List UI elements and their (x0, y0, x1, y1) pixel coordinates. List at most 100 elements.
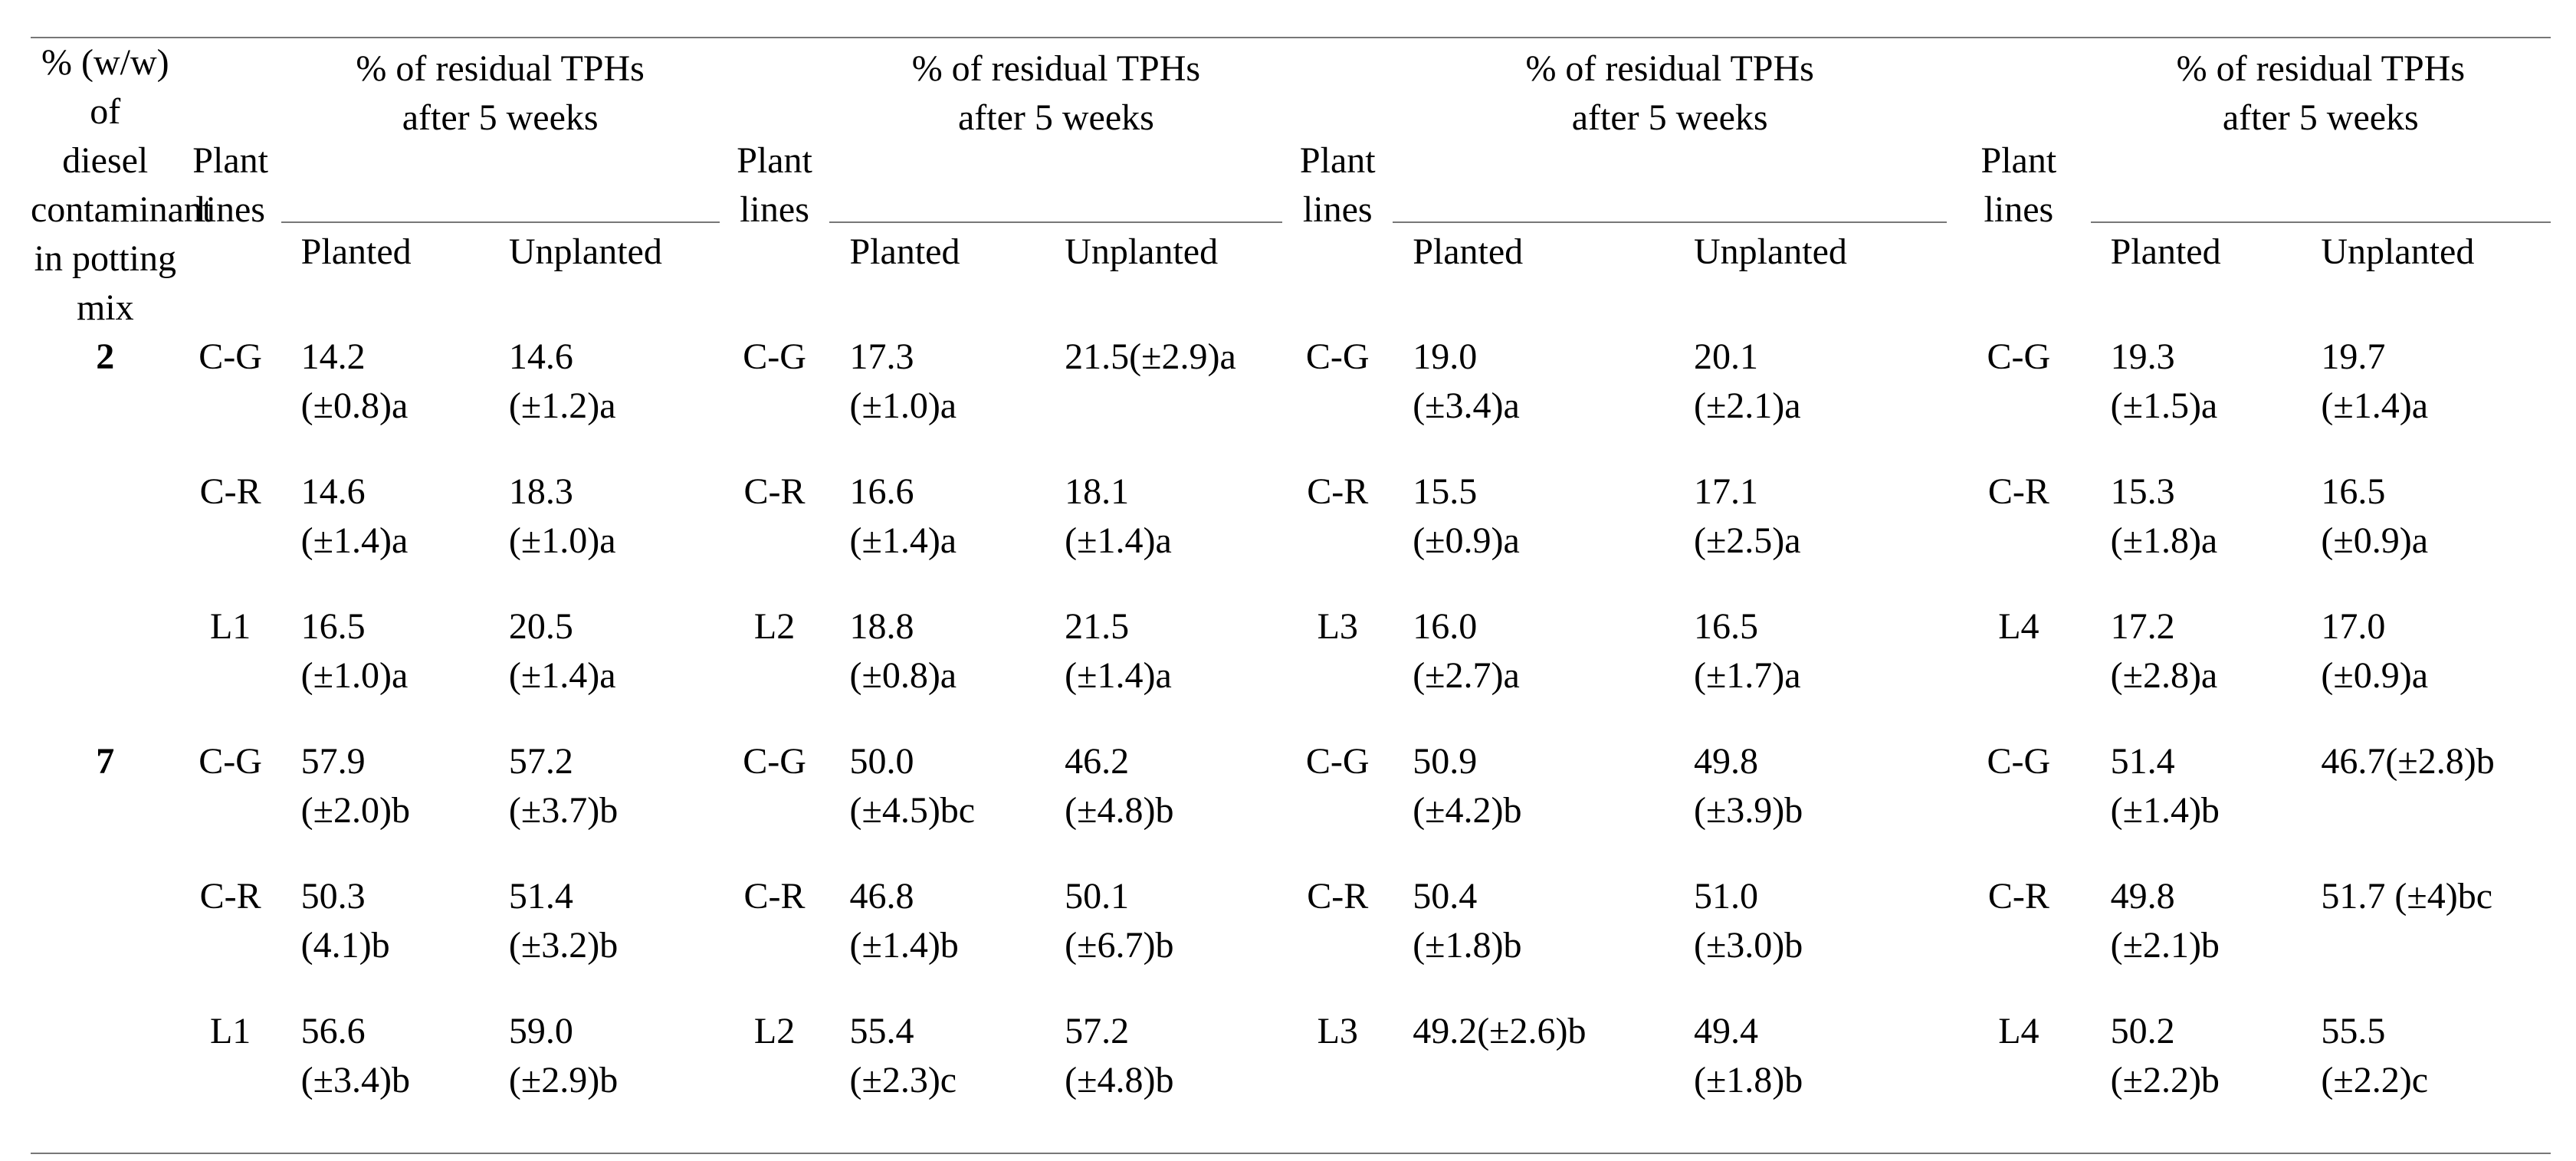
group-header-line: after 5 weeks (2222, 97, 2419, 138)
value-line: (±2.8)a (2110, 655, 2218, 696)
unplanted-value-cell: 18.1 (±1.4)a (1045, 467, 1282, 602)
value-line: (±1.4)a (1065, 520, 1172, 561)
value-line: (±3.0)b (1693, 925, 1803, 966)
plant-line-cell: L3 (1282, 1007, 1393, 1154)
plant-lines-header-line: lines (1984, 189, 2054, 230)
value-line: 17.1 (1693, 471, 1758, 512)
table-row: C-R 14.6 (±1.4)a 18.3 (±1.0)a C-R 16.6 (±1.4)a 1… (31, 467, 2551, 602)
plant-lines-header: Plant lines (1282, 37, 1393, 333)
plant-line-cell: L1 (179, 1007, 281, 1154)
value-line: (±1.4)a (1065, 655, 1172, 696)
plant-line-cell: C-G (743, 741, 806, 782)
value-line: (±3.4)a (1413, 385, 1520, 426)
plant-lines-header: Plant lines (179, 37, 281, 333)
value-line: (±3.7)b (508, 790, 619, 831)
value-line: 19.0 (1413, 336, 1478, 377)
planted-value-cell: 46.8 (±1.4)b (829, 872, 1045, 1007)
value-line: 50.4 (1413, 876, 1478, 917)
value-line: 17.0 (2321, 606, 2386, 647)
value-line: 16.6 (849, 471, 914, 512)
value-line: 50.3 (300, 876, 366, 917)
value-line: (±4.8)b (1065, 1060, 1174, 1100)
value-line (1065, 382, 1282, 431)
planted-value-cell: 16.5 (±1.0)a (281, 602, 489, 737)
value-line: 16.0 (1413, 606, 1478, 647)
unplanted-value-cell: 51.4 (±3.2)b (489, 872, 720, 1007)
planted-value-cell: 50.9 (±4.2)b (1393, 737, 1674, 872)
value-line: (±1.4)b (849, 925, 959, 966)
value-line (2321, 921, 2551, 970)
group-header-line: % of residual TPHs (2176, 48, 2465, 89)
unplanted-header: Unplanted (1065, 231, 1219, 272)
planted-value-cell: 17.2 (±2.8)a (2091, 602, 2302, 737)
plant-line-cell: C-R (743, 471, 806, 512)
value-line: (±1.8)b (1413, 925, 1522, 966)
planted-value-cell: 57.9 (±2.0)b (281, 737, 489, 872)
value-line: (±4.2)b (1413, 790, 1522, 831)
header-row: % (w/w) of diesel contaminant in potting mix… (31, 37, 2551, 333)
value-line: 16.5 (2321, 471, 2386, 512)
diesel-concentration-cell: 7 (96, 741, 115, 782)
value-line: (±0.9)a (2321, 655, 2429, 696)
value-line: (±2.3)c (849, 1060, 957, 1100)
value-line: 15.3 (2110, 471, 2175, 512)
plant-lines-header-line: Plant (1980, 140, 2057, 181)
unplanted-value-cell: 49.4 (±1.8)b (1673, 1007, 1948, 1154)
value-line: (±2.9)b (508, 1060, 619, 1100)
unplanted-value-cell: 20.1 (±2.1)a (1674, 333, 1947, 467)
value-line: 55.4 (849, 1011, 914, 1051)
planted-value-cell: 49.8 (±2.1)b (2091, 872, 2302, 1007)
plant-lines-header: Plant lines (1947, 37, 2091, 333)
plant-line-cell: C-R (1987, 876, 2049, 917)
value-line: 18.3 (508, 471, 573, 512)
value-line: 46.8 (849, 876, 914, 917)
diesel-header-line: in potting (34, 238, 176, 279)
plant-lines-header: Plant lines (719, 37, 830, 333)
table-row: 2 C-G 14.2 (±0.8)a 14.6 (±1.2)a C-G 17.3 (±1.0)a… (31, 333, 2551, 467)
plant-line-cell: C-R (1307, 471, 1369, 512)
unplanted-header: Unplanted (2321, 231, 2475, 272)
plant-lines-header-line: lines (195, 189, 265, 230)
value-line: (±1.7)a (1693, 655, 1801, 696)
table-row: 7 C-G 57.9 (±2.0)b 57.2 (±3.7)b C-G 50.0 (±4.5)b… (31, 737, 2551, 872)
plant-lines-header-line: lines (1302, 189, 1373, 230)
value-line: (±0.8)a (849, 655, 957, 696)
table-row: C-R 50.3 (4.1)b 51.4 (±3.2)b C-R 46.8 (±1.4)b 50… (31, 872, 2551, 1007)
plant-line-cell: C-G (1305, 741, 1370, 782)
group-header-text: % of residual TPHs after 5 weeks (1393, 38, 1947, 143)
plant-line-cell: C-G (1987, 336, 2051, 377)
planted-value-cell: 16.0 (±2.7)a (1393, 602, 1674, 737)
diesel-concentration-cell (31, 467, 180, 602)
value-line: 21.5 (1065, 606, 1130, 647)
value-line: 50.2 (2110, 1011, 2175, 1051)
value-line: 14.2 (300, 336, 366, 377)
value-line: 55.5 (2321, 1011, 2386, 1051)
table-row: L1 16.5 (±1.0)a 20.5 (±1.4)a L2 18.8 (±0.8)a 21.… (31, 602, 2551, 737)
planted-value-cell: 15.3 (±1.8)a (2091, 467, 2302, 602)
unplanted-value-cell: 17.1 (±2.5)a (1674, 467, 1947, 602)
unplanted-value-cell: 14.6 (±1.2)a (489, 333, 720, 467)
value-line: (±1.8)a (2110, 520, 2218, 561)
unplanted-value-cell: 18.3 (±1.0)a (489, 467, 720, 602)
value-line (2321, 786, 2551, 835)
plant-lines-header-line: lines (740, 189, 809, 230)
value-line: (±1.0)a (508, 520, 616, 561)
value-line: (±2.0)b (300, 790, 410, 831)
value-line: 57.9 (300, 741, 366, 782)
value-line: 49.8 (2110, 876, 2175, 917)
subheader-row: Planted Unplanted Planted Unplanted Planted U… (31, 222, 2551, 333)
value-line: 57.2 (1065, 1011, 1130, 1051)
diesel-header-line: contaminant (31, 189, 213, 230)
diesel-header-line: diesel (62, 140, 149, 181)
value-line: (±2.7)a (1413, 655, 1520, 696)
value-line: (±0.9)a (2321, 520, 2429, 561)
value-line: 51.7 (±4)bc (2321, 876, 2493, 917)
value-line: (±2.2)b (2110, 1060, 2220, 1100)
value-line: 14.6 (508, 336, 573, 377)
diesel-header-line: mix (76, 287, 134, 328)
unplanted-value-cell: 16.5 (±1.7)a (1674, 602, 1947, 737)
planted-value-cell: 15.5 (±0.9)a (1393, 467, 1674, 602)
value-line: 16.5 (1693, 606, 1758, 647)
unplanted-value-cell: 19.7 (±1.4)a (2301, 333, 2551, 467)
unplanted-value-cell: 57.2 (±4.8)b (1045, 1007, 1283, 1154)
